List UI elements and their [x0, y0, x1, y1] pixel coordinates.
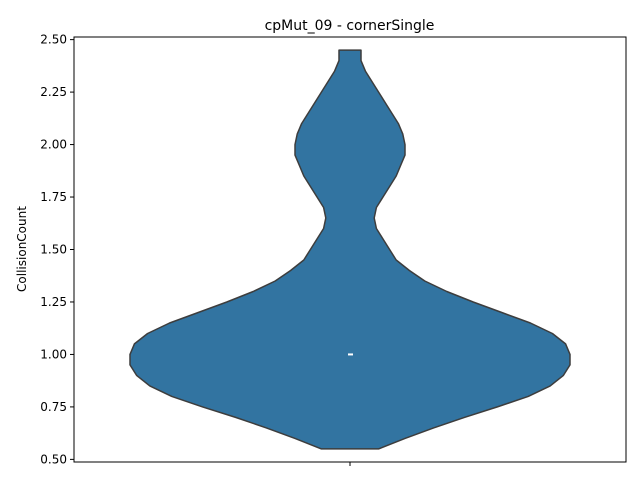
y-tick-label: 1.25	[40, 295, 67, 309]
violin-body	[129, 49, 571, 450]
axes-frame	[73, 36, 627, 463]
y-tick-label: 1.50	[40, 243, 67, 257]
y-tick-label: 2.50	[40, 33, 67, 47]
y-tick-label: 2.00	[40, 138, 67, 152]
plot-area	[129, 49, 571, 450]
y-tick-label: 1.75	[40, 190, 67, 204]
y-tick-label: 0.75	[40, 400, 67, 414]
y-tick-label: 1.00	[40, 347, 67, 361]
y-axis: 0.50 0.75 1.00 1.25 1.50 1.75 2.00 2.25 2.50	[40, 33, 74, 466]
chart-title: cpMut_09 - cornerSingle	[265, 18, 435, 34]
y-tick-label: 0.50	[40, 452, 67, 466]
y-axis-label: CollisionCount	[15, 206, 29, 292]
y-tick-label: 2.25	[40, 85, 67, 99]
